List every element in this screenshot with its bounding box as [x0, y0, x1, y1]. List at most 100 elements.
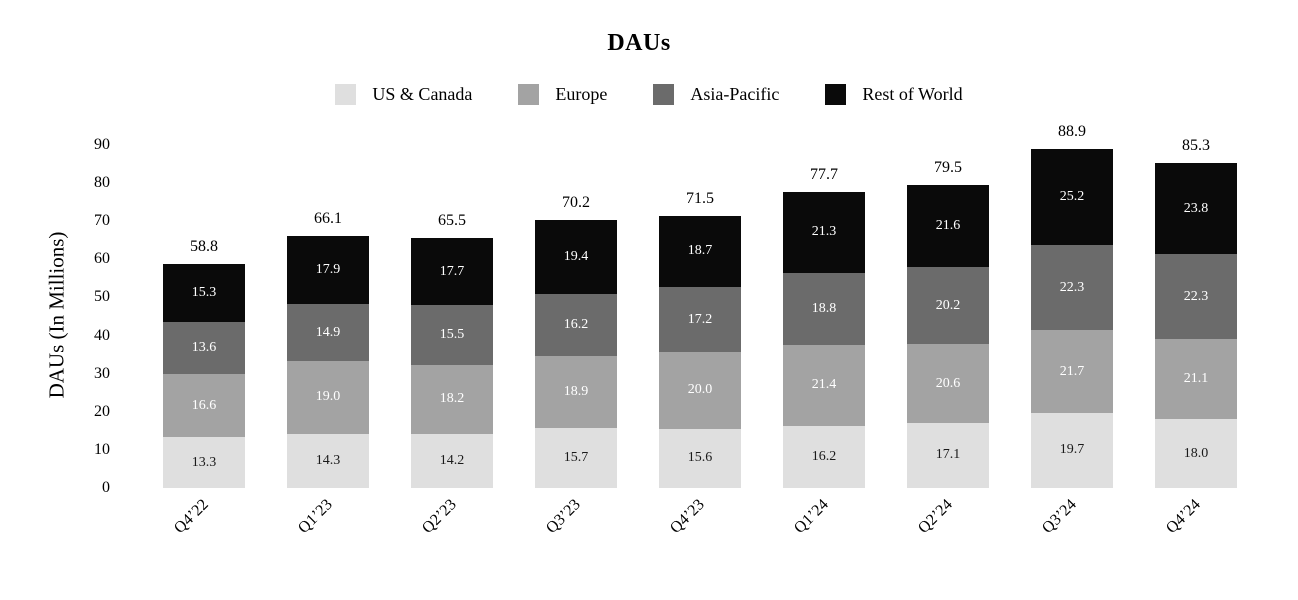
segment-value-label: 15.6 [687, 450, 713, 466]
bar-column: 14.3 19.0 14.9 17.9 66.1 [266, 0, 390, 488]
x-tick-anchor: Q3’24 [1010, 496, 1080, 537]
bar-segment: 14.2 [411, 433, 493, 488]
x-tick-anchor: Q1’24 [762, 496, 832, 537]
segment-value-label: 19.7 [1059, 442, 1085, 458]
x-tick-label: Q3’23 [543, 496, 585, 537]
segment-value-label: 25.2 [1059, 189, 1085, 205]
x-tick-anchor: Q4’24 [1134, 496, 1204, 537]
segment-value-label: 19.4 [563, 249, 589, 265]
bar-segment: 16.2 [535, 294, 617, 357]
x-tick-anchor: Q2’23 [390, 496, 460, 537]
bar-segment: 15.5 [411, 305, 493, 365]
bar-total-label: 79.5 [934, 159, 962, 177]
bar-segment: 16.2 [783, 426, 865, 488]
legend-label: Europe [555, 84, 608, 104]
bar-column: 14.2 18.2 15.5 17.7 65.5 [390, 0, 514, 488]
bar-segment: 17.7 [411, 238, 493, 306]
bar-segment: 22.3 [1155, 254, 1237, 339]
x-tick-label: Q1’23 [295, 496, 337, 537]
bar-segment: 20.6 [907, 344, 989, 423]
segment-value-label: 15.5 [439, 327, 465, 342]
bar-segment: 21.6 [907, 185, 989, 268]
segment-value-label: 17.2 [687, 311, 713, 327]
bar-segment: 21.1 [1155, 339, 1237, 420]
segment-value-label: 17.9 [315, 262, 341, 278]
segment-value-label: 17.7 [439, 263, 465, 279]
bar-segment: 15.3 [163, 263, 245, 323]
bar-segment: 23.8 [1155, 163, 1237, 254]
segment-value-label: 18.8 [811, 300, 837, 316]
bar-total-label: 85.3 [1182, 137, 1210, 155]
bar-column: 16.2 21.4 18.8 21.3 77.7 [762, 0, 886, 488]
segment-value-label: 17.1 [935, 447, 961, 463]
y-tick-label: 40 [94, 326, 110, 344]
segment-value-label: 18.9 [563, 384, 589, 400]
bar-segment: 18.0 [1155, 419, 1237, 488]
segment-value-label: 14.2 [439, 452, 465, 468]
segment-value-label: 21.1 [1183, 371, 1209, 387]
bar-total-label: 71.5 [686, 189, 714, 207]
legend-label: Asia-Pacific [690, 84, 780, 104]
bar-segment: 22.3 [1031, 245, 1113, 331]
x-tick-label: Q2’23 [419, 496, 461, 537]
bar-segment: 21.4 [783, 344, 865, 427]
x-tick-anchor: Q3’23 [514, 496, 584, 537]
segment-value-label: 16.6 [191, 397, 217, 413]
x-tick-label: Q4’22 [171, 496, 213, 537]
bar-segment: 19.7 [1031, 412, 1113, 488]
y-tick-label: 70 [94, 212, 110, 230]
bar-segment: 25.2 [1031, 149, 1113, 246]
segment-value-label: 20.0 [687, 382, 713, 398]
segment-value-label: 15.3 [191, 285, 217, 301]
bar-column: 19.7 21.7 22.3 25.2 88.9 [1010, 0, 1134, 488]
bar-segment: 19.0 [287, 361, 369, 434]
segment-value-label: 21.6 [935, 218, 961, 234]
bar-segment: 18.2 [411, 364, 493, 434]
bar-segment: 18.7 [659, 215, 741, 287]
segment-value-label: 19.0 [315, 389, 341, 405]
x-tick-label: Q2’24 [915, 496, 957, 537]
segment-value-label: 18.2 [439, 391, 465, 407]
bar-segment: 15.6 [659, 428, 741, 488]
y-tick-label: 80 [94, 174, 110, 192]
bar-segment: 20.2 [907, 267, 989, 345]
bar-segment: 13.3 [163, 437, 245, 488]
legend-item: Europe [518, 84, 607, 105]
bar-column: 15.7 18.9 16.2 19.4 70.2 [514, 0, 638, 488]
segment-value-label: 14.3 [315, 452, 341, 468]
y-tick-label: 50 [94, 288, 110, 306]
bar-segment: 19.4 [535, 220, 617, 295]
y-tick-label: 0 [102, 479, 110, 496]
segment-value-label: 21.4 [811, 377, 837, 393]
segment-value-label: 15.7 [563, 450, 589, 466]
legend-swatch [825, 84, 847, 105]
bar-total-label: 77.7 [810, 165, 838, 183]
legend: US & Canada Europe Asia-Pacific Rest of Wor… [0, 84, 1298, 105]
bar-segment: 15.7 [535, 428, 617, 488]
legend-label: Rest of World [862, 84, 963, 104]
bar-column: 13.3 16.6 13.6 15.3 58.8 [142, 0, 266, 488]
legend-swatch [518, 84, 540, 105]
bar-segment: 14.3 [287, 433, 369, 488]
y-tick-label: 90 [94, 136, 110, 153]
segment-value-label: 21.7 [1059, 363, 1085, 379]
legend-item: US & Canada [335, 84, 472, 105]
legend-item: Asia-Pacific [653, 84, 779, 105]
bar-segment: 21.7 [1031, 330, 1113, 413]
x-tick-label: Q4’24 [1163, 496, 1205, 537]
x-tick-label: Q1’24 [791, 496, 833, 537]
segment-value-label: 18.0 [1183, 445, 1209, 461]
x-tick-label: Q3’24 [1039, 496, 1081, 537]
bar-column: 17.1 20.6 20.2 21.6 79.5 [886, 0, 1010, 488]
segment-value-label: 16.2 [563, 317, 589, 333]
bar-segment: 17.9 [287, 236, 369, 305]
bar-segment: 20.0 [659, 352, 741, 429]
segment-value-label: 18.7 [687, 243, 713, 259]
bar-total-label: 66.1 [314, 210, 342, 228]
y-tick-label: 10 [94, 440, 110, 458]
bar-segment: 16.6 [163, 374, 245, 438]
x-tick-label: Q4’23 [667, 496, 709, 537]
segment-value-label: 13.6 [191, 340, 217, 356]
segment-value-label: 22.3 [1059, 279, 1085, 295]
